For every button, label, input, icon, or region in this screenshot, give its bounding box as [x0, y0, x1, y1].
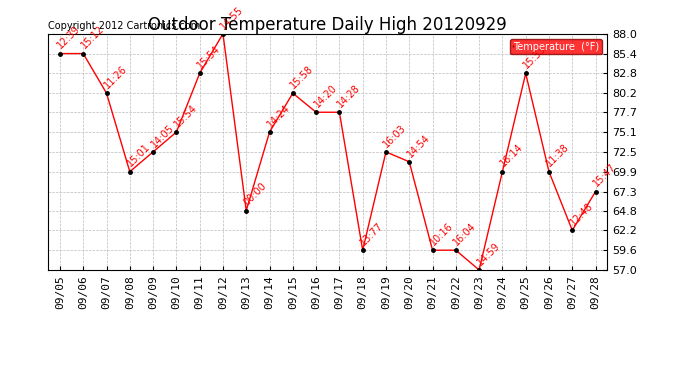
Text: 00:00: 00:00 [242, 181, 268, 208]
Text: 14:54: 14:54 [405, 132, 432, 159]
Text: 13:77: 13:77 [358, 220, 385, 248]
Text: 16:03: 16:03 [382, 122, 408, 149]
Text: 15:58: 15:58 [288, 63, 315, 90]
Text: 12:48: 12:48 [568, 201, 595, 228]
Title: Outdoor Temperature Daily High 20120929: Outdoor Temperature Daily High 20120929 [148, 16, 507, 34]
Text: Copyright 2012 Cartronics.com: Copyright 2012 Cartronics.com [48, 21, 200, 32]
Text: 15:54: 15:54 [172, 102, 199, 129]
Text: 14:55: 14:55 [219, 4, 246, 31]
Text: 16:14: 16:14 [498, 142, 525, 169]
Text: 14:28: 14:28 [335, 82, 362, 110]
Text: 14:24: 14:24 [265, 102, 292, 129]
Text: 15:54: 15:54 [195, 44, 222, 70]
Text: 14:20: 14:20 [312, 82, 339, 110]
Text: 14:59: 14:59 [475, 240, 502, 267]
Text: 11:26: 11:26 [102, 64, 129, 90]
Text: 11:38: 11:38 [544, 142, 571, 169]
Text: 15:01: 15:01 [126, 142, 152, 169]
Text: 10:16: 10:16 [428, 221, 455, 248]
Legend: Temperature  (°F): Temperature (°F) [511, 39, 602, 54]
Text: 12:39: 12:39 [56, 24, 82, 51]
Text: 15:12: 15:12 [79, 24, 106, 51]
Text: 16:04: 16:04 [451, 221, 478, 248]
Text: 14:05: 14:05 [149, 122, 175, 149]
Text: 15:47: 15:47 [591, 162, 618, 189]
Text: 15:33: 15:33 [522, 44, 548, 70]
